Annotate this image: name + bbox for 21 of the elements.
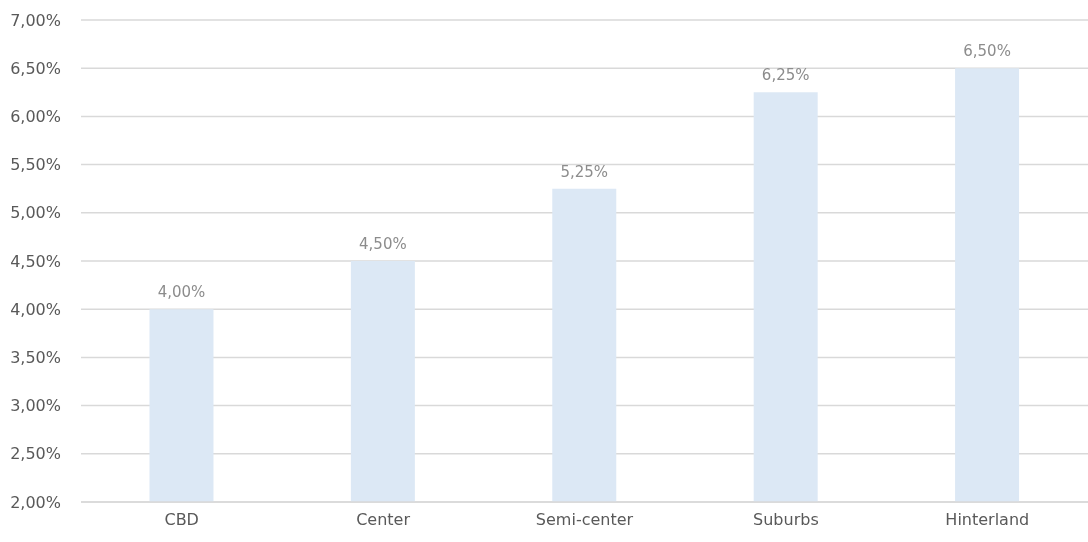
y-tick-label: 4,50% [10,251,61,271]
y-tick-label: 4,00% [10,299,61,319]
y-tick-label: 6,00% [10,107,61,127]
y-tick-label: 6,50% [10,58,61,78]
data-label: 6,50% [963,42,1011,61]
y-tick-label: 2,00% [10,492,61,512]
y-tick-label: 2,50% [10,444,61,464]
x-tick-label: CBD [164,510,199,530]
y-tick-label: 5,50% [10,155,61,175]
data-label: 5,25% [560,162,609,181]
y-tick-label: 7,00% [10,10,61,30]
x-tick-label: Semi-center [535,510,634,530]
data-label: 4,50% [359,235,407,253]
y-tick-label: 3,50% [10,348,61,368]
x-tick-label: Center [356,510,411,530]
y-tick-label: 3,00% [10,396,61,416]
data-label: 4,00% [157,283,206,302]
x-tick-label: Hinterland [945,510,1030,530]
data-label: 6,25% [761,66,810,85]
y-tick-label: 5,00% [10,203,61,223]
x-tick-label: Suburbs [753,510,819,530]
